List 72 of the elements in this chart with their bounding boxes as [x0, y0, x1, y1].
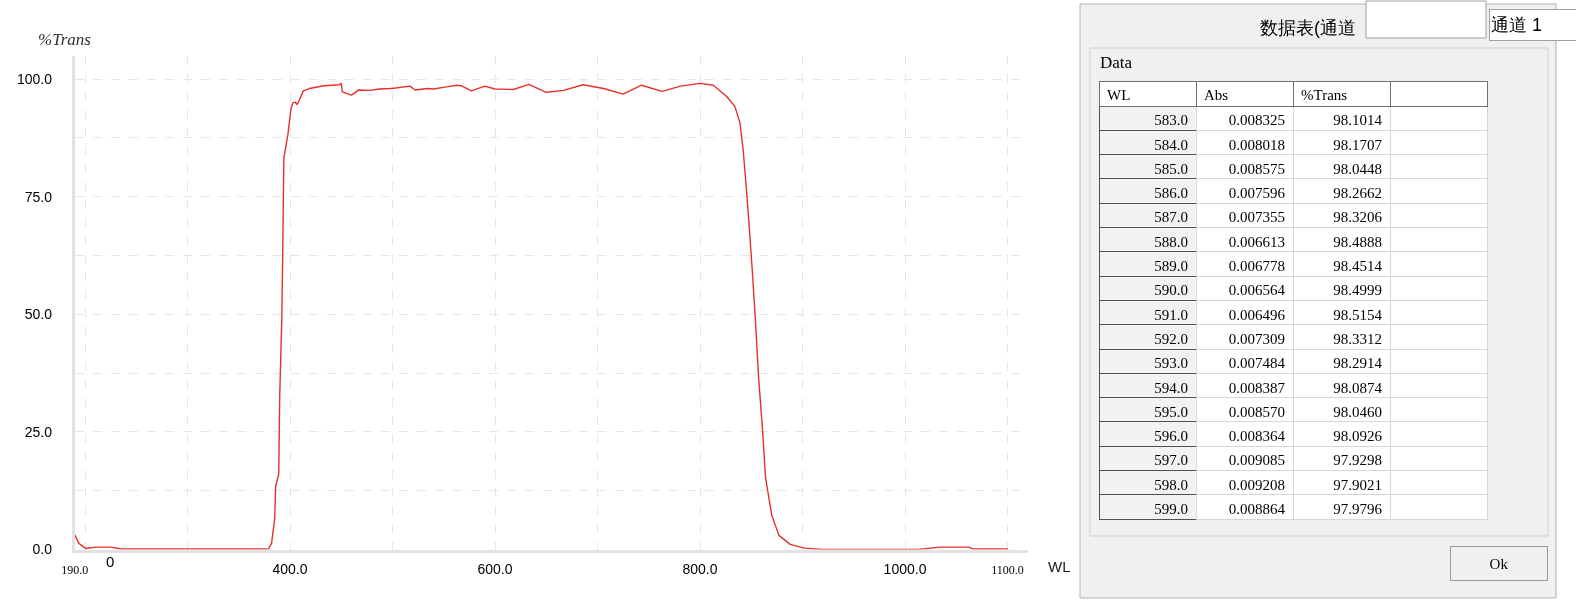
y-tick-label: 591.0: [1154, 306, 1188, 323]
y-tick-label: 595.0: [1154, 403, 1188, 420]
y-axis-title: %Trans: [38, 30, 92, 49]
text: 0: [106, 553, 115, 570]
data-label: 98.1014: [1333, 112, 1383, 129]
data-label: 0.008575: [1228, 160, 1285, 177]
y-tick-label: 598.0: [1154, 476, 1188, 493]
data-label: 0.008570: [1228, 403, 1285, 420]
chart-title: 数据表(通道: [1260, 18, 1356, 38]
data-label: 98.0460: [1333, 403, 1382, 420]
x-axis-title: WL: [1048, 558, 1071, 575]
data-label: 98.5154: [1333, 306, 1383, 323]
data-label: 0.006613: [1228, 233, 1285, 250]
data-label: 98.2914: [1333, 355, 1383, 372]
y-tick-label: 50.0: [24, 306, 53, 323]
y-tick-label: 589.0: [1154, 258, 1188, 275]
data-label: 0.006564: [1228, 282, 1286, 299]
y-tick-label: 590.0: [1154, 282, 1188, 299]
x-tick-label: 400.0: [272, 561, 308, 578]
y-tick-label: 585.0: [1154, 160, 1188, 177]
y-tick-label: 599.0: [1154, 501, 1188, 518]
data-label: 98.0448: [1333, 160, 1382, 177]
x-tick-label: 800.0: [682, 561, 718, 578]
data-label: 0.008387: [1228, 379, 1286, 396]
data-label: 0.006778: [1228, 258, 1285, 275]
y-axis-title: WL: [1107, 87, 1131, 104]
data-label: 98.1707: [1333, 136, 1383, 153]
x-tick-label: 190.0: [61, 563, 89, 578]
y-tick-label: 592.0: [1154, 330, 1188, 347]
y-tick-label: 583.0: [1154, 112, 1188, 129]
data-label: 97.9796: [1333, 501, 1383, 518]
data-label: 0.007596: [1228, 185, 1286, 202]
data-label: 98.3312: [1333, 330, 1382, 347]
y-tick-label: 0.0: [32, 541, 53, 558]
y-tick-label: 593.0: [1154, 355, 1188, 372]
y-tick-label: 597.0: [1154, 452, 1188, 469]
data-label: 0.008864: [1228, 501, 1286, 518]
data-label: 0.006496: [1228, 306, 1286, 323]
data-label: 0.007355: [1228, 209, 1285, 226]
x-tick-label: Abs: [1204, 87, 1229, 104]
y-tick-label: 586.0: [1154, 185, 1188, 202]
line-series: [74, 82, 1009, 550]
y-tick-label: 25.0: [24, 423, 53, 440]
y-tick-label: 75.0: [24, 188, 53, 205]
y-tick-label: 596.0: [1154, 428, 1188, 445]
x-tick-label: 600.0: [477, 561, 513, 578]
data-label: 98.4514: [1333, 258, 1383, 275]
data-label: 98.0926: [1333, 428, 1383, 445]
data-label: 0.007309: [1228, 330, 1285, 347]
chart-subtitle: Data: [1100, 53, 1133, 72]
data-label: 98.2662: [1333, 185, 1382, 202]
data-label: 98.3206: [1333, 209, 1383, 226]
data-label: 97.9298: [1333, 452, 1382, 469]
y-tick-label: 100.0: [16, 71, 53, 88]
data-label: 0.008364: [1228, 428, 1286, 445]
data-label: 97.9021: [1333, 476, 1382, 493]
data-label: 98.4888: [1333, 233, 1382, 250]
text: 通道 1: [1491, 15, 1543, 35]
x-tick-label: 1100.0: [991, 563, 1024, 578]
data-label: 0.009085: [1228, 452, 1285, 469]
x-tick-label: 1000.0: [883, 561, 927, 578]
data-label: 98.0874: [1333, 379, 1383, 396]
y-tick-label: 584.0: [1154, 136, 1188, 153]
y-tick-label: 587.0: [1154, 209, 1188, 226]
data-label: 0.008325: [1228, 112, 1285, 129]
y-tick-label: 588.0: [1154, 233, 1188, 250]
y-tick-label: 594.0: [1154, 379, 1188, 396]
data-label: 98.4999: [1333, 282, 1382, 299]
data-label: 0.007484: [1228, 355, 1286, 372]
text: Ok: [1489, 555, 1509, 572]
data-label: 0.008018: [1228, 136, 1285, 153]
data-label: 0.009208: [1228, 476, 1285, 493]
